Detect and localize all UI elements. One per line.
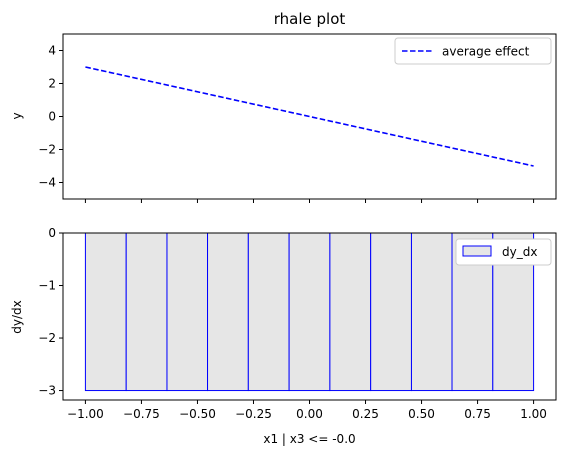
bottom-panel: dy/dx x1 | x3 <= -0.0 0 −1 −2 −3 −1.00 −0.75…: [10, 226, 557, 446]
top-y-tick-label: −2: [38, 143, 56, 157]
bottom-x-tick-label: −0.75: [123, 407, 160, 421]
top-plot-area: [85, 66, 534, 167]
bottom-axes-frame: [62, 232, 557, 401]
bottom-y-ticks: 0 −1 −2 −3: [38, 226, 63, 398]
bottom-x-tick-label: 0.50: [408, 407, 435, 421]
bottom-x-tick-label: 0.00: [296, 407, 323, 421]
bottom-x-axis-label: x1 | x3 <= -0.0: [263, 432, 355, 446]
top-y-tick-label: 4: [48, 44, 56, 58]
bottom-y-tick-label: −2: [38, 331, 56, 345]
dy-dx-bar: [207, 232, 249, 392]
bottom-legend-swatch: [462, 245, 492, 257]
top-legend: average effect: [394, 37, 552, 65]
bottom-x-tick-label: −0.25: [235, 407, 272, 421]
bottom-y-tick-label: −1: [38, 279, 56, 293]
bottom-legend: dy_dx: [455, 238, 552, 266]
dy-dx-bar: [410, 232, 453, 392]
top-legend-label: average effect: [442, 45, 530, 59]
dy-dx-bar: [125, 232, 168, 392]
dy-dx-bar: [370, 232, 412, 392]
top-y-tick-label: 2: [48, 77, 56, 91]
bottom-x-tick-label: 0.25: [352, 407, 379, 421]
top-y-tick-label: 0: [48, 110, 56, 124]
top-legend-box: [394, 37, 552, 65]
average-effect-line: [85, 66, 534, 167]
dy-dx-bar: [329, 232, 372, 392]
top-panel: rhale plot y −4 −2 0 2 4 average effect: [10, 10, 557, 203]
bottom-y-tick-label: −3: [38, 384, 56, 398]
dy-dx-bar: [288, 232, 331, 392]
dy-dx-bar: [166, 232, 209, 392]
bottom-x-tick-label: −1.00: [67, 407, 104, 421]
bottom-legend-label: dy_dx: [502, 245, 537, 259]
top-x-ticks: [84, 199, 535, 203]
top-chart-title: rhale plot: [274, 10, 346, 28]
bottom-x-tick-label: −0.50: [179, 407, 216, 421]
top-y-axis-label: y: [10, 112, 24, 119]
top-y-ticks: −4 −2 0 2 4: [38, 44, 63, 190]
top-y-tick-label: −4: [38, 176, 56, 190]
dy-dx-bar: [247, 232, 290, 392]
bottom-y-tick-label: 0: [48, 226, 56, 240]
dy-dx-bar: [84, 232, 127, 392]
bottom-x-tick-label: 0.75: [464, 407, 491, 421]
bottom-x-tick-label: 1.00: [520, 407, 547, 421]
bottom-plot-area: [84, 232, 535, 392]
bottom-x-ticks: −1.00 −0.75 −0.50 −0.25 0.00 0.25 0.50 0.75 1.00: [67, 400, 547, 421]
top-axes-frame: [62, 33, 557, 200]
bottom-y-axis-label: dy/dx: [10, 300, 24, 333]
